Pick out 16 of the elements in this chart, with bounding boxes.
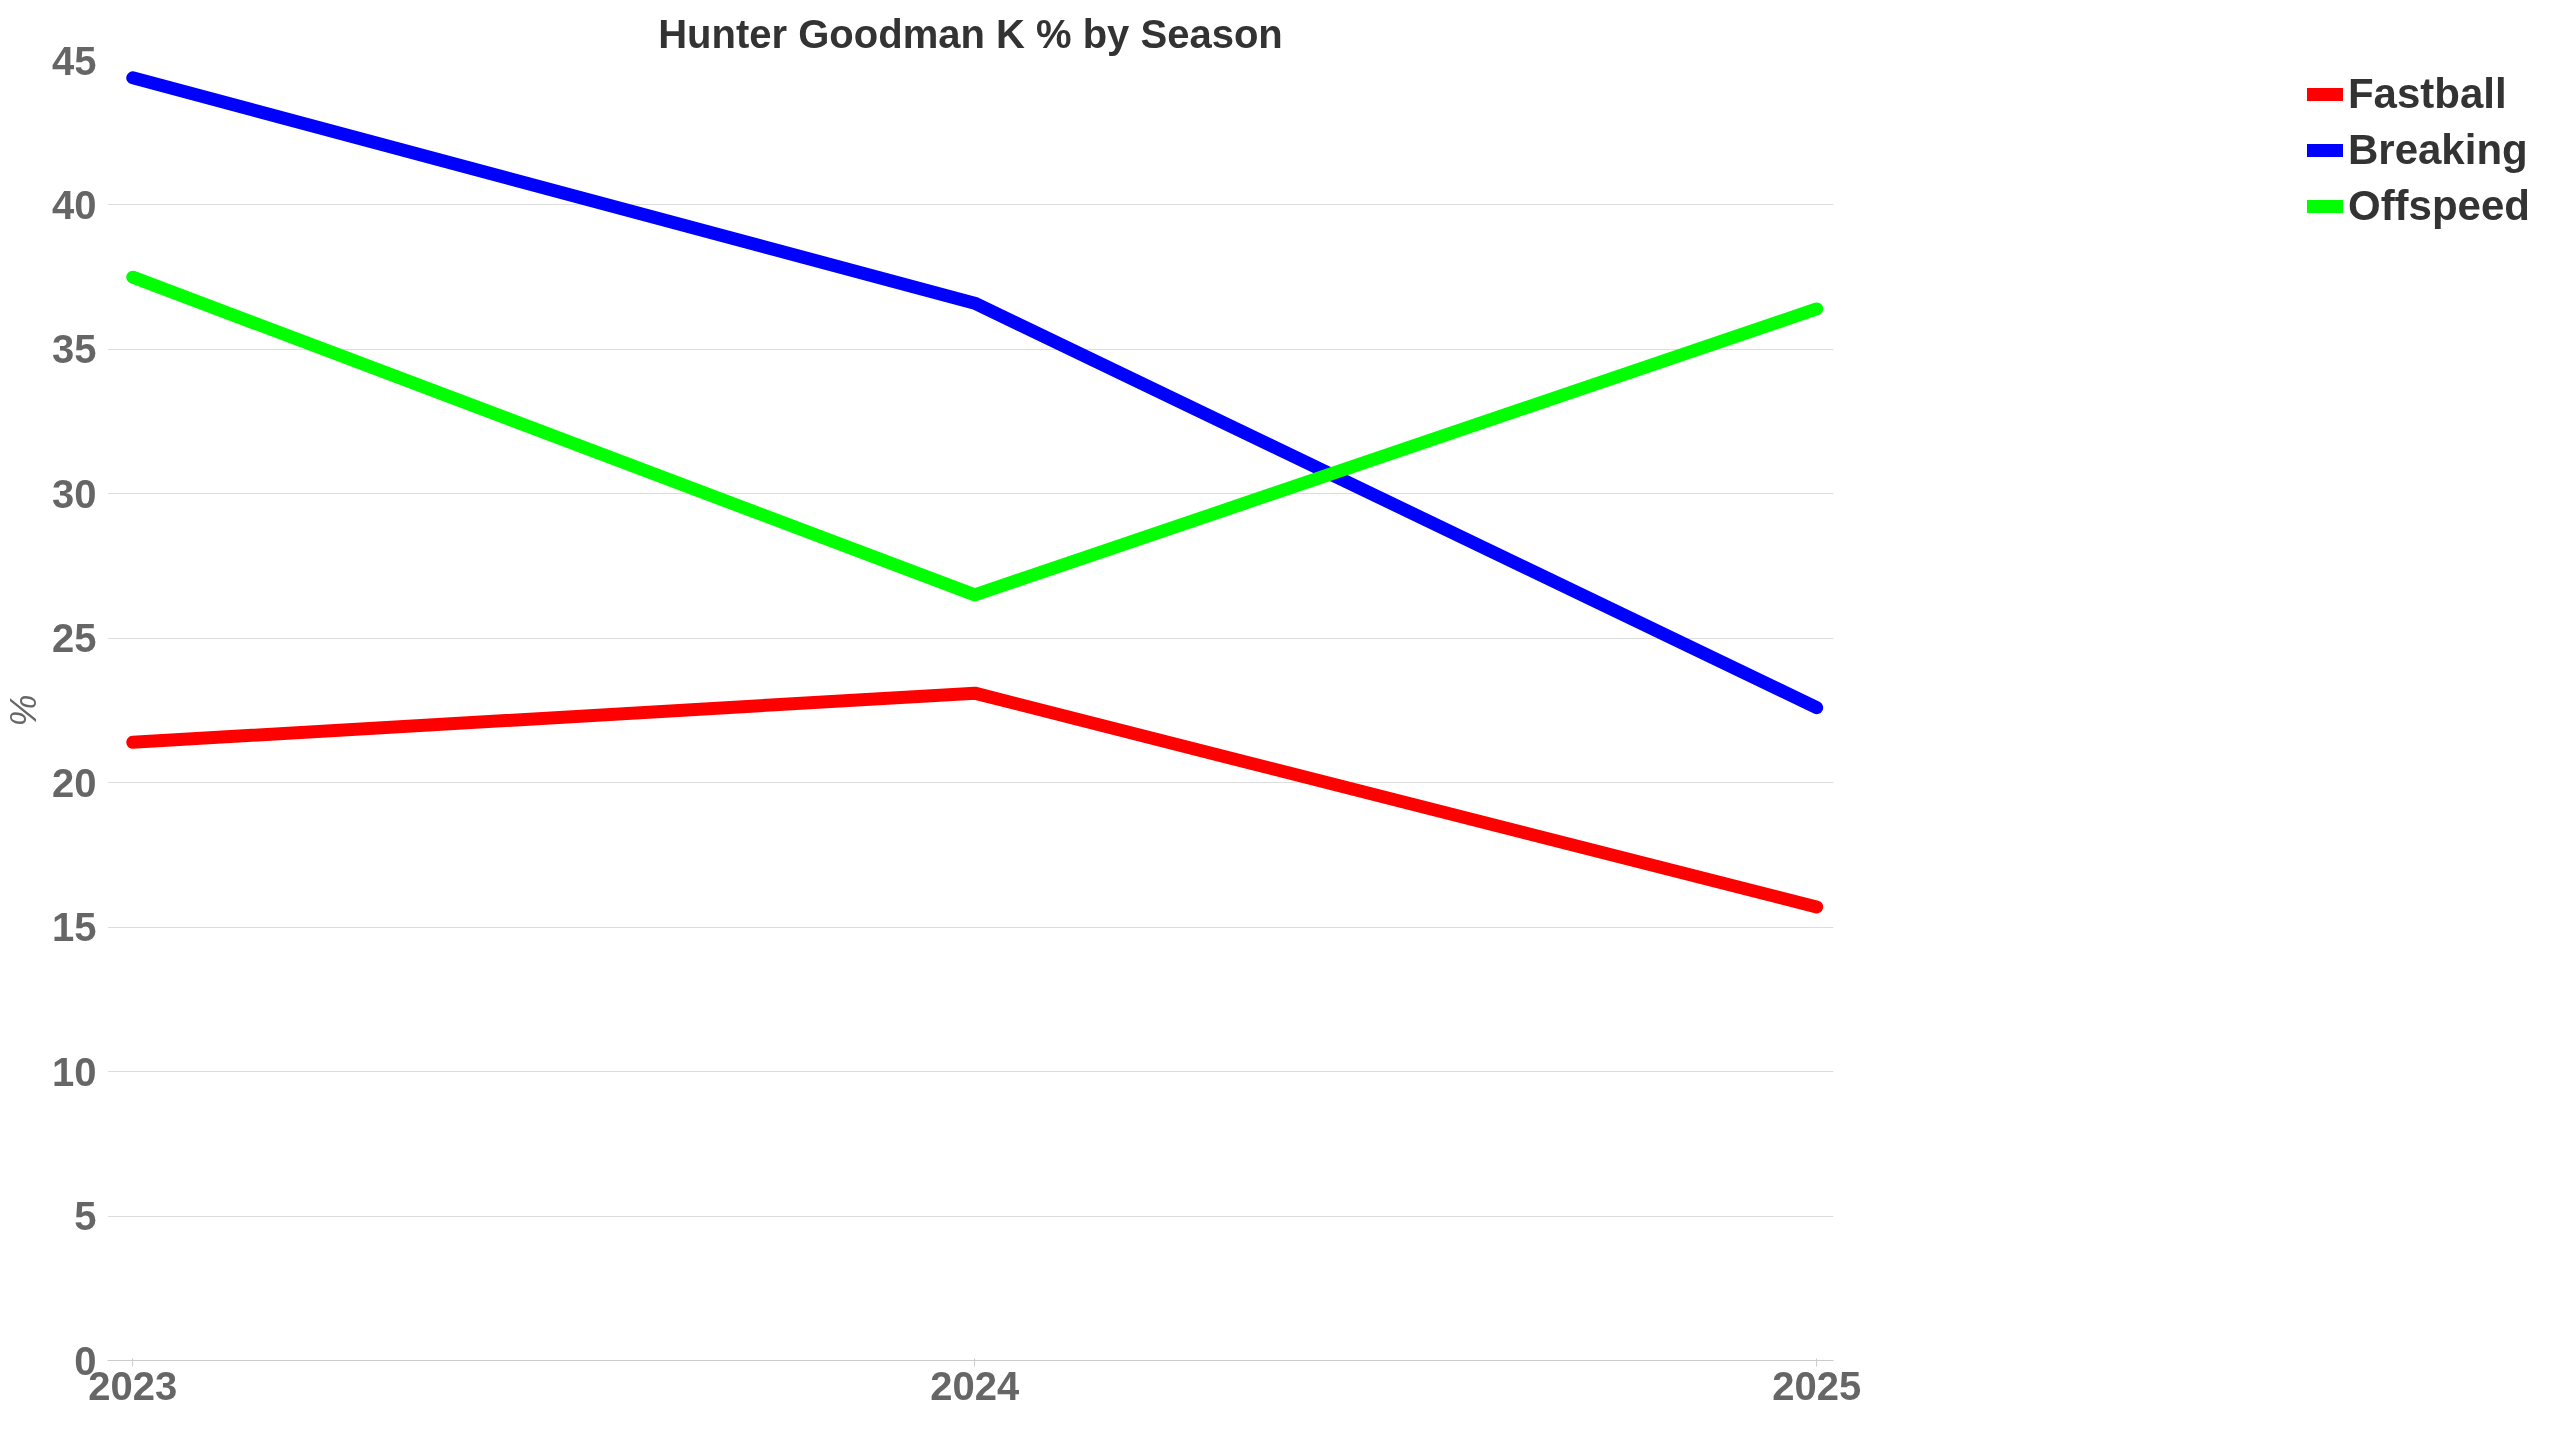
y-tick-label: 15 [52,905,97,950]
y-tick-label: 40 [52,182,97,227]
chart-title: Hunter Goodman K % by Season [658,11,1283,56]
y-tick-label: 5 [74,1194,97,1239]
y-tick-label: 25 [52,616,97,661]
y-tick-label: 10 [52,1049,97,1094]
y-tick-label: 30 [52,471,97,516]
x-tick-label: 2024 [930,1363,1020,1408]
legend-label: Breaking [2347,126,2528,174]
x-tick-label: 2025 [1772,1363,1862,1408]
y-tick-label: 35 [52,327,97,372]
legend-label: Offspeed [2347,182,2530,230]
legend-label: Fastball [2347,70,2507,118]
y-tick-label: 20 [52,760,97,805]
y-tick-label: 45 [52,38,97,83]
y-axis-title: % [3,694,45,727]
